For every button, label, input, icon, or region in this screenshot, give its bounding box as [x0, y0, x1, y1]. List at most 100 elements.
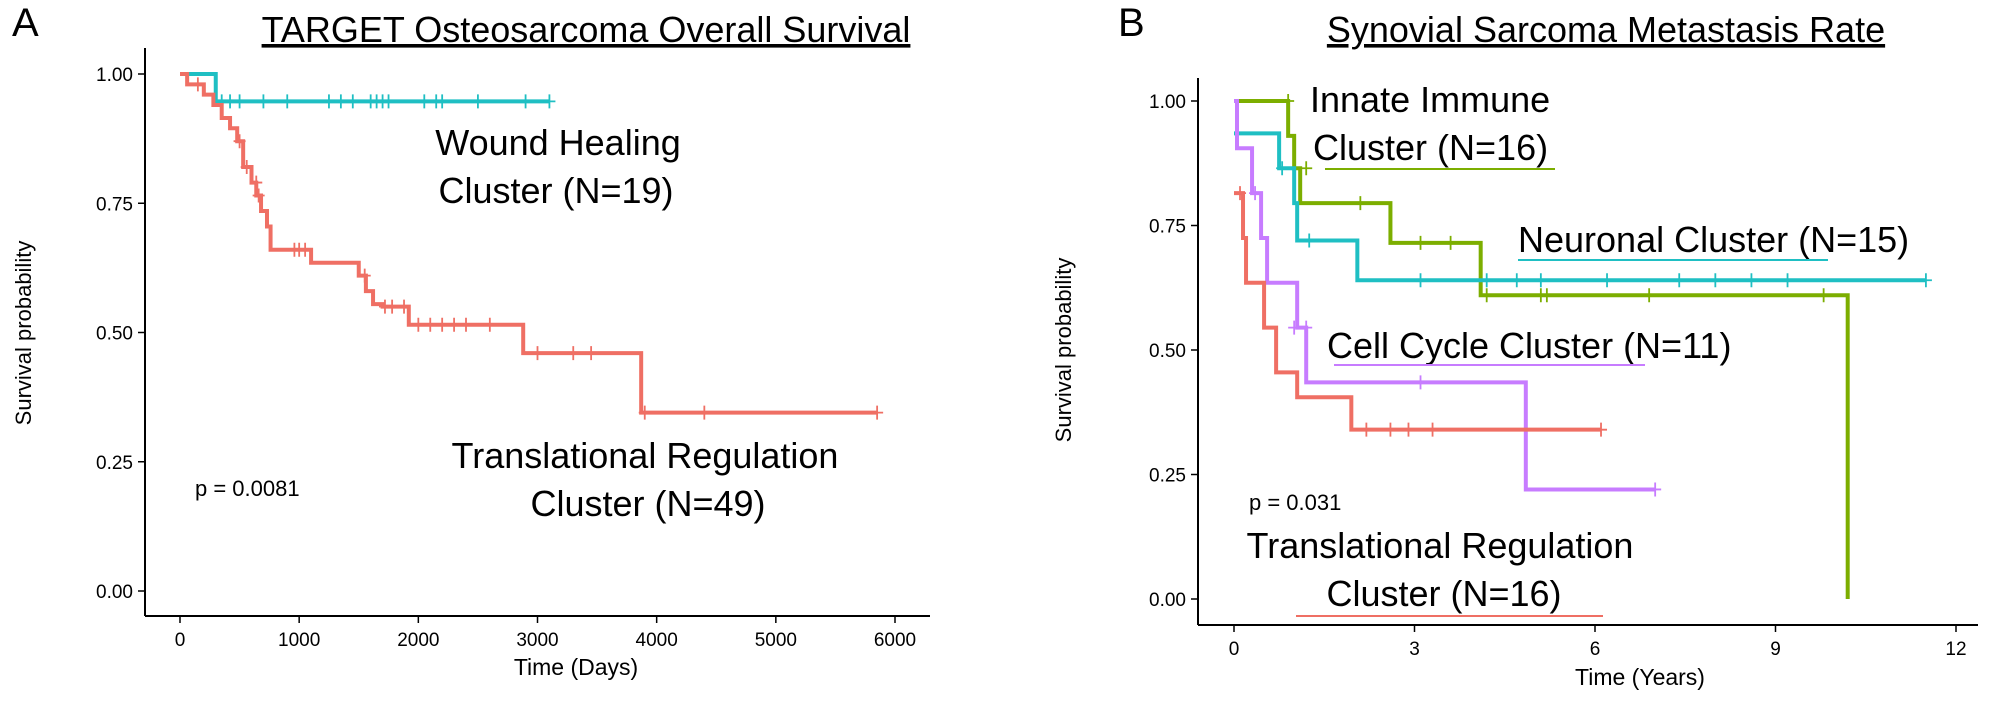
censor-mark-b-1 — [1781, 273, 1794, 288]
series-label-innate-immune-2: Cluster (N=16) — [1313, 127, 1548, 168]
x-tick-label-b: 9 — [1770, 639, 1781, 660]
series-label-innate-immune-1: Innate Immune — [1310, 79, 1550, 120]
censor-mark-b-0 — [1444, 235, 1457, 250]
x-tick-label-a: 5000 — [755, 630, 797, 651]
censor-mark-b-3 — [1360, 422, 1373, 437]
y-axis-label-b: Survival probability — [1051, 258, 1076, 443]
series-label-wound-healing-2: Cluster (N=19) — [438, 170, 673, 211]
km-curve-b-3 — [1234, 191, 1602, 432]
p-value-b: p = 0.031 — [1249, 490, 1341, 515]
series-label-translational-b-2: Cluster (N=16) — [1326, 573, 1561, 614]
censor-mark-b-3 — [1234, 186, 1247, 201]
series-label-translational-b-1: Translational Regulation — [1247, 525, 1634, 566]
x-tick-label-a: 6000 — [874, 630, 916, 651]
censor-mark-a-1 — [299, 242, 312, 257]
censor-mark-b-1 — [1276, 161, 1289, 176]
censor-mark-b-2 — [1414, 375, 1427, 390]
censor-mark-a-1 — [567, 346, 580, 361]
censor-mark-b-1 — [1534, 273, 1547, 288]
km-curve-b-0 — [1234, 99, 1850, 599]
censor-mark-a-0 — [519, 94, 532, 109]
censor-mark-a-1 — [412, 317, 425, 332]
censor-mark-a-1 — [483, 317, 496, 332]
censor-mark-b-1 — [1709, 273, 1722, 288]
x-tick-label-a: 4000 — [636, 630, 678, 651]
x-tick-label-b: 6 — [1590, 639, 1601, 660]
censor-mark-a-0 — [543, 94, 556, 109]
censor-mark-a-1 — [531, 346, 544, 361]
chart-title-b: Synovial Sarcoma Metastasis Rate — [1327, 9, 1885, 50]
series-label-cell-cycle: Cell Cycle Cluster (N=11) — [1327, 325, 1731, 366]
x-tick-label-a: 0 — [175, 630, 186, 651]
censor-mark-a-0 — [382, 94, 395, 109]
censor-mark-a-0 — [281, 94, 294, 109]
y-tick-label-b: 1.00 — [1149, 92, 1186, 113]
x-axis-label-b: Time (Years) — [1575, 664, 1705, 690]
x-tick-label-a: 1000 — [278, 630, 320, 651]
censor-mark-b-0 — [1300, 161, 1313, 176]
censor-mark-b-0 — [1354, 196, 1367, 211]
censor-mark-a-1 — [448, 317, 461, 332]
panel-letter-b: B — [1118, 1, 1145, 45]
chart-panel-a: A TARGET Osteosarcoma Overall Survival T… — [11, 1, 930, 680]
censor-mark-a-1 — [252, 188, 265, 203]
y-tick-label-a: 0.75 — [96, 194, 133, 215]
censor-mark-a-1 — [386, 299, 399, 314]
censor-mark-a-1 — [191, 77, 204, 92]
x-tick-label-b: 12 — [1945, 639, 1966, 660]
censor-mark-b-2 — [1249, 186, 1262, 201]
censor-mark-a-0 — [436, 94, 449, 109]
censor-mark-a-1 — [424, 317, 437, 332]
censor-mark-b-1 — [1510, 273, 1523, 288]
censor-mark-b-2 — [1300, 320, 1313, 335]
censor-mark-a-1 — [871, 405, 884, 420]
censor-mark-a-1 — [638, 405, 651, 420]
censor-mark-b-3 — [1402, 422, 1415, 437]
series-label-wound-healing-1: Wound Healing — [435, 122, 681, 163]
censor-mark-b-3 — [1426, 422, 1439, 437]
series-label-translational-a-2: Cluster (N=49) — [530, 483, 765, 524]
censor-mark-b-2 — [1649, 482, 1662, 497]
censor-mark-b-0 — [1480, 288, 1493, 303]
censor-mark-a-0 — [346, 94, 359, 109]
censor-mark-b-3 — [1384, 422, 1397, 437]
y-tick-label-b: 0.75 — [1149, 217, 1186, 238]
y-tick-label-b: 0.25 — [1149, 466, 1186, 487]
series-label-neuronal: Neuronal Cluster (N=15) — [1518, 219, 1909, 260]
y-tick-label-a: 1.00 — [96, 65, 133, 86]
censor-mark-a-0 — [334, 94, 347, 109]
censor-mark-b-1 — [1303, 233, 1316, 248]
y-axis-label-a: Survival probability — [11, 241, 36, 426]
censor-mark-a-0 — [257, 94, 270, 109]
y-tick-label-b: 0.00 — [1149, 590, 1186, 611]
x-tick-label-a: 3000 — [516, 630, 558, 651]
censor-mark-b-3 — [1595, 422, 1608, 437]
y-tick-label-a: 0.00 — [96, 582, 133, 603]
censor-mark-b-0 — [1643, 288, 1656, 303]
chart-panel-b: B Synovial Sarcoma Metastasis Rate Time … — [1051, 1, 1978, 690]
censor-mark-b-2 — [1288, 320, 1301, 335]
censor-mark-b-0 — [1540, 288, 1553, 303]
y-tick-label-a: 0.50 — [96, 324, 133, 345]
censor-mark-a-0 — [322, 94, 335, 109]
censor-mark-b-1 — [1673, 273, 1686, 288]
censor-mark-b-1 — [1414, 273, 1427, 288]
y-tick-label-b: 0.50 — [1149, 341, 1186, 362]
censor-mark-a-0 — [418, 94, 431, 109]
censor-mark-b-1 — [1745, 273, 1758, 288]
censor-mark-b-0 — [1817, 288, 1830, 303]
censor-mark-a-0 — [471, 94, 484, 109]
chart-title-a: TARGET Osteosarcoma Overall Survival — [262, 9, 911, 50]
x-axis-label-a: Time (Days) — [514, 654, 638, 680]
censor-mark-a-1 — [358, 268, 371, 283]
p-value-a: p = 0.0081 — [195, 476, 300, 501]
censor-mark-a-1 — [240, 160, 253, 175]
censor-mark-a-1 — [398, 299, 411, 314]
censor-mark-a-0 — [233, 94, 246, 109]
panel-letter-a: A — [12, 1, 39, 45]
series-label-translational-a-1: Translational Regulation — [452, 435, 839, 476]
x-tick-label-b: 0 — [1229, 639, 1240, 660]
censor-mark-b-1 — [1480, 273, 1493, 288]
censor-mark-a-1 — [233, 134, 246, 149]
